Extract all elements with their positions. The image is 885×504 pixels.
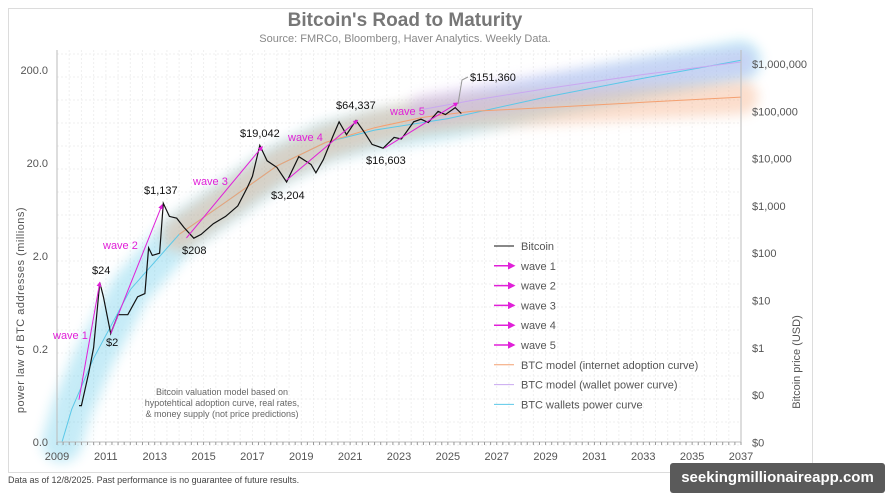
wave-label: wave 1	[52, 330, 88, 342]
price-annotation: $2	[106, 337, 118, 349]
model-note: Bitcoin valuation model based on	[156, 387, 288, 397]
y-right-tick-label: $0	[752, 437, 764, 449]
y-left-tick-label: 20.0	[27, 158, 48, 170]
price-annotation: $24	[92, 265, 110, 277]
y-right-tick-label: $1,000	[752, 201, 786, 213]
y-left-tick-label: 0.2	[33, 344, 48, 356]
wave-label: wave 2	[102, 240, 138, 252]
model-note: & money supply (not price predictions)	[145, 409, 298, 419]
x-tick-label: 2029	[533, 451, 557, 463]
chart-subtitle: Source: FMRCo, Bloomberg, Haver Analytic…	[259, 33, 551, 45]
legend-label: BTC model (wallet power curve)	[521, 380, 678, 392]
y-right-tick-label: $1	[752, 343, 764, 355]
wave-label: wave 4	[287, 132, 323, 144]
legend-label: wave 3	[520, 300, 556, 312]
x-tick-label: 2031	[582, 451, 606, 463]
wave-arrow	[186, 145, 263, 239]
bitcoin-price-line	[79, 106, 462, 407]
wave-label: wave 5	[389, 106, 425, 118]
price-annotation: $64,337	[336, 100, 376, 112]
model-note: hypotehtical adoption curve, real rates,	[145, 398, 300, 408]
wave-arrow	[384, 102, 459, 149]
footer-disclaimer: Data as of 12/8/2025. Past performance i…	[8, 475, 300, 485]
annotation-leader-line	[457, 76, 469, 105]
y-right-tick-label: $100	[752, 248, 776, 260]
x-tick-label: 2033	[631, 451, 655, 463]
x-tick-label: 2037	[729, 451, 753, 463]
x-tick-label: 2017	[240, 451, 264, 463]
x-tick-label: 2025	[436, 451, 460, 463]
x-tick-label: 2035	[680, 451, 704, 463]
chart-title: Bitcoin's Road to Maturity	[287, 10, 523, 31]
x-tick-label: 2009	[45, 451, 69, 463]
y-right-tick-label: $100,000	[752, 106, 798, 118]
series-line-1	[178, 96, 742, 235]
watermark: seekingmillionaireapp.com	[670, 463, 885, 493]
y-right-tick-label: $10	[752, 296, 770, 308]
legend-label: BTC wallets power curve	[521, 399, 643, 411]
y-right-tick-label: $1,000,000	[752, 59, 807, 71]
price-annotation: $3,204	[271, 190, 305, 202]
x-tick-label: 2021	[338, 451, 362, 463]
y-left-axis-title: power law of BTC addresses (millions)	[15, 207, 27, 413]
y-right-tick-label: $10,000	[752, 154, 792, 166]
x-tick-label: 2011	[94, 451, 118, 463]
price-annotation: $151,360	[470, 72, 516, 84]
price-annotation: $16,603	[366, 155, 406, 167]
legend-label: wave 4	[520, 320, 556, 332]
wave-arrow	[286, 119, 359, 181]
legend-label: wave 1	[520, 261, 556, 273]
legend-label: BTC model (internet adoption curve)	[521, 360, 698, 372]
x-tick-label: 2023	[387, 451, 411, 463]
x-tick-label: 2013	[142, 451, 166, 463]
y-right-tick-label: $0	[752, 390, 764, 402]
wave-label: wave 3	[192, 176, 228, 188]
price-annotation: $208	[182, 245, 206, 257]
legend-label: wave 2	[520, 281, 556, 293]
x-tick-label: 2027	[484, 451, 508, 463]
y-right-axis-title: Bitcoin price (USD)	[791, 315, 803, 409]
price-annotation: $1,137	[144, 185, 178, 197]
y-left-tick-label: 200.0	[20, 65, 48, 77]
wave-arrow	[110, 203, 163, 334]
y-left-tick-label: 2.0	[33, 251, 48, 263]
legend-label: Bitcoin	[521, 241, 554, 253]
price-annotation: $19,042	[240, 128, 280, 140]
legend-label: wave 5	[520, 340, 556, 352]
x-tick-label: 2019	[289, 451, 313, 463]
x-tick-label: 2015	[191, 451, 215, 463]
y-left-tick-label: 0.0	[33, 437, 48, 449]
wave-arrow	[78, 281, 102, 400]
